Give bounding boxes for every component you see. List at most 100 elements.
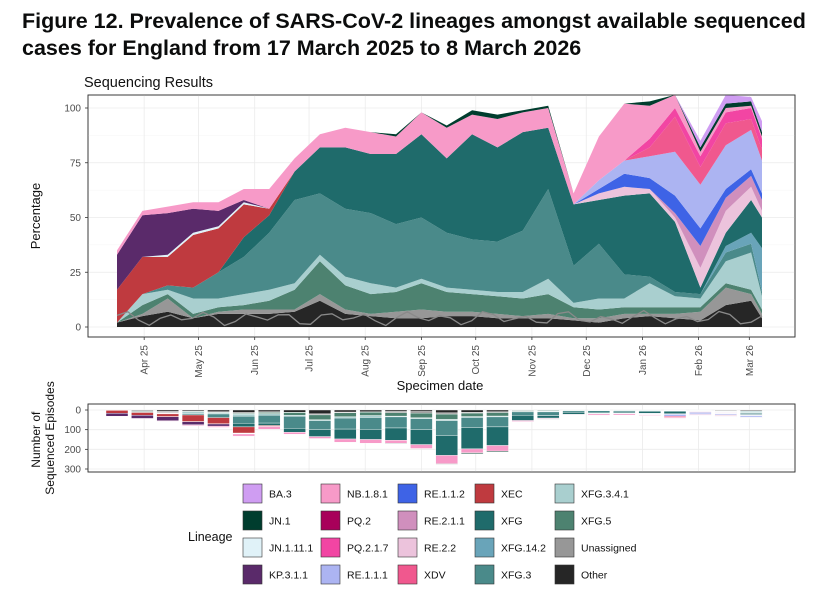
bar-segment-other: [486, 409, 509, 412]
x-tick-label: Dec 25: [582, 345, 593, 377]
legend-label: BA.3: [269, 489, 292, 501]
bar-segment-xfg-3-4-1: [232, 413, 256, 417]
legend: BA.3 JN.1 JN.1.11.1 KP.3.1.1 NB.1.8.1 PQ.2 PQ.…: [242, 483, 637, 585]
legend-label: XFG.3: [501, 570, 532, 582]
area-re-2-2: [117, 127, 762, 290]
legend-swatch: [320, 537, 341, 558]
bar-segment-nb-1-8-1: [258, 426, 281, 430]
top-chart-y-ticks: 0 25 50 75 100: [64, 104, 88, 334]
bar-segment-nb-1-8-1: [638, 414, 661, 416]
legend-item: RE.2.2: [397, 537, 456, 558]
bar-segment-nb-1-8-1: [156, 420, 179, 422]
episode-bar: [105, 409, 129, 417]
other-noise-line: [116, 309, 763, 327]
bottom-y-axis-title-line2: Sequenced Episodes: [43, 381, 57, 494]
prevalence-area-chart: 0 25 50 75 100 Apr 25 May 25 Jun 25 Jul 25 Aug 2…: [28, 94, 796, 393]
legend-swatch: [474, 564, 495, 585]
x-tick-label: Oct 25: [471, 345, 482, 375]
bar-segment-xfg-5: [283, 412, 306, 416]
bar-segment-xfg: [308, 429, 332, 437]
bottom-y-tick-label: 0: [75, 406, 81, 417]
bar-segment-xfg: [511, 415, 534, 421]
legend-label: RE.1.1.2: [424, 489, 465, 501]
area-other: [117, 300, 762, 327]
legend-item: PQ.2: [320, 510, 371, 531]
legend-item: PQ.2.1.7: [320, 537, 389, 558]
x-axis-title: Specimen date: [397, 378, 484, 393]
episode-bar: [258, 409, 281, 430]
bar-segment-nb-1-8-1: [663, 417, 687, 419]
bar-segment-xfg: [283, 428, 306, 433]
bar-segment-xfg-5: [486, 412, 509, 417]
y-tick-label: 50: [70, 213, 82, 224]
top-chart-areas: [116, 94, 763, 327]
bar-segment-nb-1-8-1: [359, 439, 382, 444]
bar-segment-xec: [105, 410, 129, 414]
episode-bar: [562, 409, 585, 415]
episode-bar: [638, 409, 661, 417]
episode-bar: [410, 409, 433, 449]
bar-segment-xfg: [410, 429, 433, 445]
legend-swatch: [320, 564, 341, 585]
bottom-y-tick-label: 200: [64, 445, 81, 456]
x-tick-label: May 25: [194, 345, 205, 378]
bar-segment-xfg: [232, 423, 256, 428]
bar-segment-nb-1-8-1: [334, 438, 357, 443]
bar-segment-xec: [258, 425, 281, 427]
bar-segment-nb-1-8-1: [308, 436, 332, 439]
legend-label: RE.1.1.1: [347, 570, 388, 582]
bar-segment-xfg-3: [537, 411, 560, 416]
bar-segment-re-1-1-1: [663, 414, 687, 417]
area-nb-1-8-1: [117, 94, 762, 255]
figure-title: Figure 12. Prevalence of SARS-CoV-2 line…: [22, 9, 806, 60]
legend-swatch: [320, 510, 341, 531]
legend-label: XFG.3.4.1: [581, 489, 629, 501]
bar-segment-nb-1-8-1: [181, 424, 205, 426]
legend-label: NB.1.8.1: [347, 489, 388, 501]
episode-bar: [689, 409, 712, 417]
episode-bar: [308, 409, 332, 439]
bar-segment-xfg-3: [207, 413, 230, 418]
y-tick-label: 25: [70, 268, 82, 279]
bar-segment-xfg: [435, 435, 458, 456]
bar-segment-nb-1-8-1: [207, 426, 230, 428]
y-axis-title: Percentage: [28, 183, 43, 250]
x-tick-label: Feb 26: [694, 345, 705, 377]
legend-label: KP.3.1.1: [269, 570, 308, 582]
episode-bar: [359, 409, 382, 444]
bottom-chart-y-ticks: 0 100 200 300: [64, 406, 88, 476]
bar-segment-xfg-5: [308, 414, 332, 420]
bar-segment-xfg: [359, 429, 382, 440]
bar-segment-kp-3-1-1: [207, 423, 230, 427]
bar-segment-xfg-3: [486, 416, 509, 428]
legend-item: KP.3.1.1: [242, 564, 308, 585]
legend-swatch: [474, 510, 495, 531]
bar-segment-xfg: [537, 415, 560, 419]
legend-label: RE.2.2: [424, 543, 456, 555]
legend-item: BA.3: [242, 483, 292, 504]
episode-bar: [613, 409, 636, 416]
bar-segment-xfg: [638, 411, 661, 414]
top-chart-border: [87, 94, 796, 338]
x-tick-label: Mar 26: [745, 345, 756, 377]
legend-label: JN.1.11.1: [269, 543, 313, 555]
legend-label: XEC: [501, 489, 523, 501]
bar-segment-kp-3-1-1: [105, 413, 129, 417]
legend-item: XEC: [474, 483, 523, 504]
bar-segment-nb-1-8-1: [283, 432, 306, 435]
bar-segment-xfg: [334, 428, 357, 440]
bar-segment-xfg: [460, 427, 484, 450]
bottom-y-tick-label: 300: [64, 465, 81, 476]
bar-segment-other: [207, 409, 230, 412]
top-chart-subtitle: Sequencing Results: [84, 75, 213, 91]
bar-segment-xfg-3: [410, 418, 433, 430]
bar-segment-xfg-5: [384, 412, 408, 417]
bar-segment-kp-3-1-1: [131, 415, 154, 419]
bar-segment-xfg-3-4-1: [283, 415, 306, 417]
bar-segment-xfg-5: [410, 412, 433, 419]
legend-swatch: [554, 564, 575, 585]
bottom-y-axis-title: Number of Sequenced Episodes: [29, 381, 57, 494]
y-tick-label: 75: [70, 158, 82, 169]
bar-segment-xfg-5: [460, 412, 484, 417]
